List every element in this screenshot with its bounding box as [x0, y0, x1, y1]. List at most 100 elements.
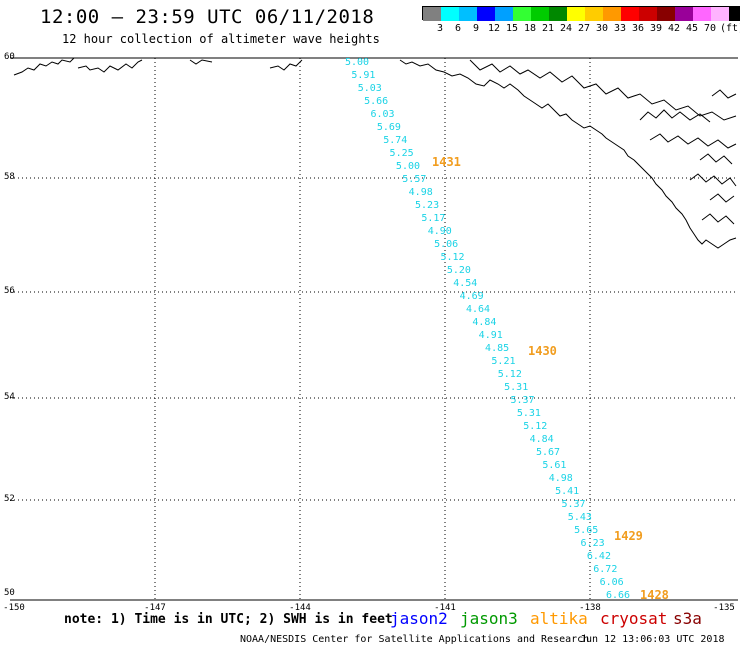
color-swatch	[495, 7, 513, 21]
swh-value: 6.23	[580, 538, 605, 549]
color-scale-label: 24	[559, 23, 573, 34]
color-scale-label: 36	[631, 23, 645, 34]
swh-value: 5.41	[555, 486, 580, 497]
swh-value: 6.06	[599, 577, 624, 588]
swh-value: 4.98	[548, 473, 573, 484]
page-subtitle: 12 hour collection of altimeter wave hei…	[62, 32, 380, 46]
footer-note: note: 1) Time is in UTC; 2) SWH is in fe…	[64, 612, 393, 627]
swh-value: 5.74	[383, 135, 408, 146]
swh-value: 4.54	[453, 278, 478, 289]
color-swatch	[441, 7, 459, 21]
color-scale-label: 42	[667, 23, 681, 34]
swh-value: 4.64	[465, 304, 491, 315]
track-time-label: 1428	[640, 588, 669, 602]
swh-value: 6.42	[586, 551, 611, 562]
color-scale-label: 33	[613, 23, 627, 34]
swh-value: 4.84	[472, 317, 497, 328]
swh-value: 5.37	[561, 499, 586, 510]
color-swatch	[729, 7, 740, 21]
lon-label: -144	[289, 603, 311, 613]
color-scale-label: 3	[436, 23, 444, 34]
color-swatch	[639, 7, 657, 21]
swh-value: 4.90	[427, 226, 452, 237]
color-scale-label: 6	[454, 23, 462, 34]
swh-value: 5.03	[357, 83, 382, 94]
satellite-jason2: jason2	[390, 609, 448, 628]
swh-value: 5.12	[497, 369, 522, 380]
satellite-s3a: s3a	[673, 609, 702, 628]
color-swatch	[603, 7, 621, 21]
lon-label: -141	[434, 603, 456, 613]
color-swatch	[693, 7, 711, 21]
color-swatch	[711, 7, 729, 21]
color-swatch	[423, 7, 441, 21]
credit-text: NOAA/NESDIS Center for Satellite Applica…	[240, 634, 590, 645]
swh-value: 4.91	[478, 330, 503, 341]
satellite-cryosat: cryosat	[600, 609, 668, 628]
color-swatch	[459, 7, 477, 21]
swh-value: 5.31	[504, 382, 529, 393]
color-scale-label: 21	[541, 23, 555, 34]
generated-timestamp: Jun 12 13:06:03 UTC 2018	[580, 634, 725, 645]
lat-label: 50	[4, 588, 15, 598]
lon-label: -147	[144, 603, 166, 613]
lat-label: 60	[4, 52, 15, 62]
lat-label: 58	[4, 172, 15, 182]
swh-value: 5.17	[421, 213, 446, 224]
swh-value: 6.66	[606, 590, 631, 601]
color-swatch	[513, 7, 531, 21]
swh-value: 5.12	[440, 252, 465, 263]
swh-value: 4.69	[459, 291, 484, 302]
swh-value: 5.91	[351, 70, 376, 81]
color-scale-label: 45	[685, 23, 699, 34]
track-time-label: 1431	[432, 155, 461, 169]
track-time-label: 1430	[528, 344, 557, 358]
swh-value: 5.43	[567, 512, 592, 523]
color-scale-swatches	[422, 6, 740, 21]
color-swatch	[477, 7, 495, 21]
lon-label: -138	[579, 603, 601, 613]
swh-value: 5.06	[434, 239, 459, 250]
satellite-jason3: jason3	[460, 609, 518, 628]
swh-value: 5.21	[491, 356, 516, 367]
color-scale-label: 39	[649, 23, 663, 34]
swh-value: 5.65	[574, 525, 599, 536]
color-scale-label: (ft)	[719, 23, 740, 34]
satellite-altika: altika	[530, 609, 588, 628]
swh-value: 5.67	[535, 447, 561, 458]
swh-value: 5.00	[345, 57, 370, 68]
color-swatch	[531, 7, 549, 21]
color-scale-label: 9	[472, 23, 480, 34]
swh-value: 5.23	[415, 200, 440, 211]
lat-label: 56	[4, 286, 15, 296]
swh-value: 4.85	[485, 343, 510, 354]
swh-value: 4.84	[529, 434, 554, 445]
track-time-label: 1429	[614, 529, 643, 543]
page-title: 12:00 – 23:59 UTC 06/11/2018	[40, 6, 375, 28]
swh-value: 5.20	[446, 265, 471, 276]
color-swatch	[621, 7, 639, 21]
color-scale-label: 12	[487, 23, 501, 34]
swh-value: 5.57	[402, 174, 427, 185]
swh-value: 5.31	[516, 408, 541, 419]
color-swatch	[657, 7, 675, 21]
color-swatch	[549, 7, 567, 21]
color-swatch	[675, 7, 693, 21]
swh-value: 5.37	[510, 395, 535, 406]
swh-value: 5.69	[376, 122, 401, 133]
color-swatch	[585, 7, 603, 21]
color-swatch	[567, 7, 585, 21]
color-scale-label: 15	[505, 23, 519, 34]
lat-label: 54	[4, 392, 15, 402]
lat-label: 52	[4, 494, 15, 504]
color-scale-label: 30	[595, 23, 609, 34]
swh-value: 5.25	[389, 148, 414, 159]
swh-value: 6.03	[370, 109, 395, 120]
lon-label: -150	[3, 603, 25, 613]
swh-value: 5.66	[364, 96, 389, 107]
color-scale-label: 18	[523, 23, 537, 34]
coastline	[13, 57, 737, 249]
grid-lines	[10, 58, 738, 600]
color-scale-label: 27	[577, 23, 591, 34]
